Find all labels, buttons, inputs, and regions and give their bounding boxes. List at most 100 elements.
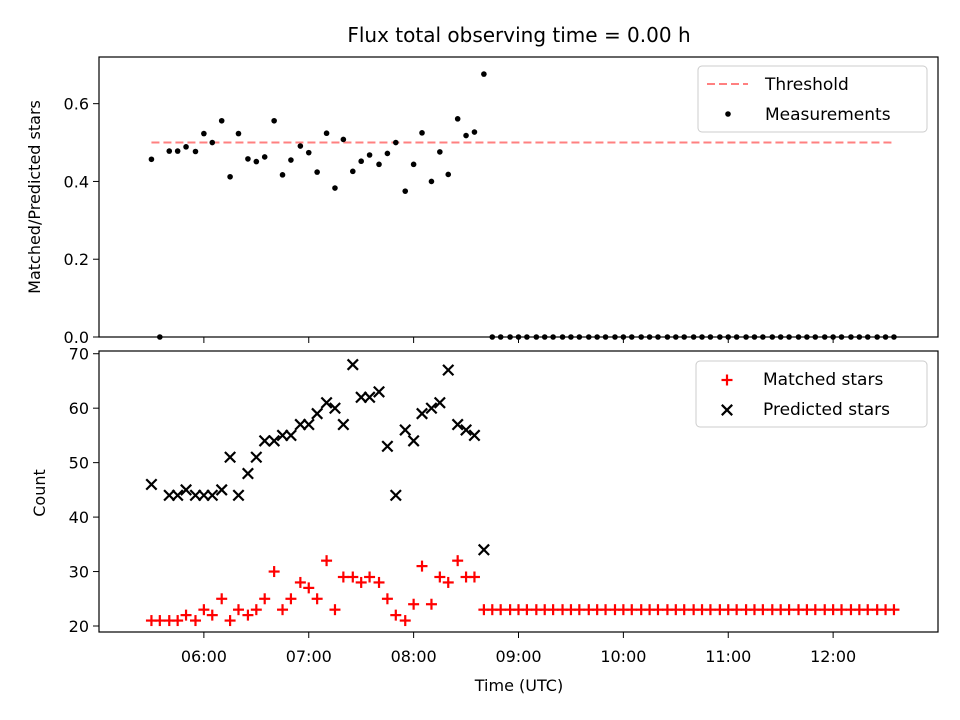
matched-stars-point xyxy=(600,604,612,616)
matched-stars-point xyxy=(355,576,367,588)
predicted-stars-point xyxy=(268,434,281,447)
predicted-stars-point xyxy=(381,440,394,453)
matched-stars-point xyxy=(329,604,341,616)
matched-stars-point xyxy=(216,593,228,605)
predicted-stars-point xyxy=(460,423,473,436)
predicted-stars-point xyxy=(363,391,376,404)
matched-stars-point xyxy=(547,604,559,616)
matched-stars-point xyxy=(434,571,446,583)
matched-stars-point xyxy=(242,609,254,621)
predicted-stars-point-b xyxy=(215,483,228,496)
matched-stars-point xyxy=(442,576,454,588)
count-plot-frame xyxy=(98,350,939,633)
predicted-stars-point-b xyxy=(241,467,254,480)
count-legend-box xyxy=(695,360,928,428)
predicted-stars-point xyxy=(302,418,315,431)
measurement-point xyxy=(366,152,373,158)
count-x-tick-label: 12:00 xyxy=(810,647,856,666)
measurement-point xyxy=(349,168,356,175)
predicted-stars-point-b xyxy=(232,489,245,502)
ratio-y-tick-label: 0.2 xyxy=(64,250,89,269)
count-y-tick-label: 70 xyxy=(69,345,89,364)
measurement-point xyxy=(332,185,338,191)
predicted-stars-point xyxy=(224,451,237,464)
matched-stars-point xyxy=(408,598,420,610)
predicted-stars-point xyxy=(328,402,341,415)
predicted-stars-point xyxy=(442,364,455,377)
matched-stars-point xyxy=(268,566,280,578)
measurement-point xyxy=(201,130,207,137)
matched-stars-point xyxy=(678,604,690,616)
ratio-plot-frame xyxy=(98,56,939,338)
predicted-stars-point xyxy=(433,396,446,409)
matched-stars-point xyxy=(311,593,323,605)
count-y-tick-label: 60 xyxy=(69,399,89,418)
predicted-stars-point-b xyxy=(433,396,446,409)
ratio-y-tick-label: 0.6 xyxy=(64,95,89,114)
chart-title: Flux total observing time = 0.00 h xyxy=(347,23,690,47)
predicted-stars-point-b xyxy=(171,489,184,502)
measurement-point xyxy=(166,148,173,154)
predicted-stars-point xyxy=(373,385,385,398)
predicted-stars-point xyxy=(250,451,263,464)
predicted-stars-point xyxy=(451,418,464,431)
predicted-stars-point xyxy=(284,429,297,442)
matched-stars-point xyxy=(373,576,385,588)
measurement-point xyxy=(261,154,268,160)
measurement-point xyxy=(288,157,294,163)
measurement-point xyxy=(358,158,364,165)
ratio-y-tick-label: 0.4 xyxy=(64,172,89,191)
count-panel: Count Time (UTC) 20 30 40 50 60 70 06:00 07:00 0… xyxy=(30,345,939,695)
predicted-stars-point xyxy=(399,423,412,436)
predicted-stars-point-b xyxy=(399,423,412,436)
predicted-legend-label: Predicted stars xyxy=(763,400,890,420)
predicted-stars-point-b xyxy=(180,483,193,496)
predicted-stars-point xyxy=(320,396,333,409)
measurement-point xyxy=(271,117,277,124)
measurement-point xyxy=(428,178,435,185)
predicted-stars-point-b xyxy=(224,451,237,464)
predicted-stars-point-b xyxy=(363,391,376,404)
measurement-point xyxy=(376,161,382,168)
matched-stars-point xyxy=(626,604,638,616)
matched-stars-point xyxy=(731,604,743,616)
count-x-tick-label: 08:00 xyxy=(391,647,437,666)
matched-stars-point xyxy=(364,571,376,583)
matched-stars-point xyxy=(468,571,480,583)
matched-stars-point xyxy=(495,604,507,616)
predicted-stars-point xyxy=(241,467,254,480)
count-x-tick-label: 07:00 xyxy=(286,647,332,666)
matched-stars-point xyxy=(425,598,437,610)
matched-stars-point xyxy=(416,560,428,572)
measurement-point xyxy=(323,130,330,137)
measurement-point xyxy=(192,148,199,155)
matched-legend-swatch xyxy=(721,374,733,386)
predicted-stars-point-b xyxy=(416,407,428,420)
predicted-stars-point xyxy=(171,489,184,502)
count-x-tick-label: 06:00 xyxy=(181,647,227,666)
ratio-legend-box xyxy=(697,65,928,133)
matched-stars-point xyxy=(652,604,664,616)
matched-stars-point xyxy=(206,609,218,621)
measurements-legend-label: Measurements xyxy=(765,105,891,125)
predicted-stars-point-b xyxy=(302,418,315,431)
predicted-stars-point-b xyxy=(425,402,438,415)
predicted-stars-point-b xyxy=(311,407,324,420)
count-x-tick-label: 10:00 xyxy=(600,647,646,666)
measurement-point xyxy=(305,149,312,156)
threshold-legend-label: Threshold xyxy=(764,75,849,95)
matched-stars-point xyxy=(399,615,411,627)
predicted-stars-point-b xyxy=(284,429,297,442)
predicted-stars-point xyxy=(346,358,359,371)
measurement-point xyxy=(437,149,443,155)
matched-stars-point xyxy=(303,582,315,594)
predicted-stars-point xyxy=(311,407,324,420)
measurement-point xyxy=(445,171,452,178)
predicted-stars-point xyxy=(468,429,481,442)
predicted-stars-point-b xyxy=(337,418,350,431)
predicted-stars-point-b xyxy=(468,429,481,442)
measurement-point xyxy=(471,129,478,135)
predicted-stars-point-b xyxy=(460,423,473,436)
matched-stars-point xyxy=(294,576,306,588)
